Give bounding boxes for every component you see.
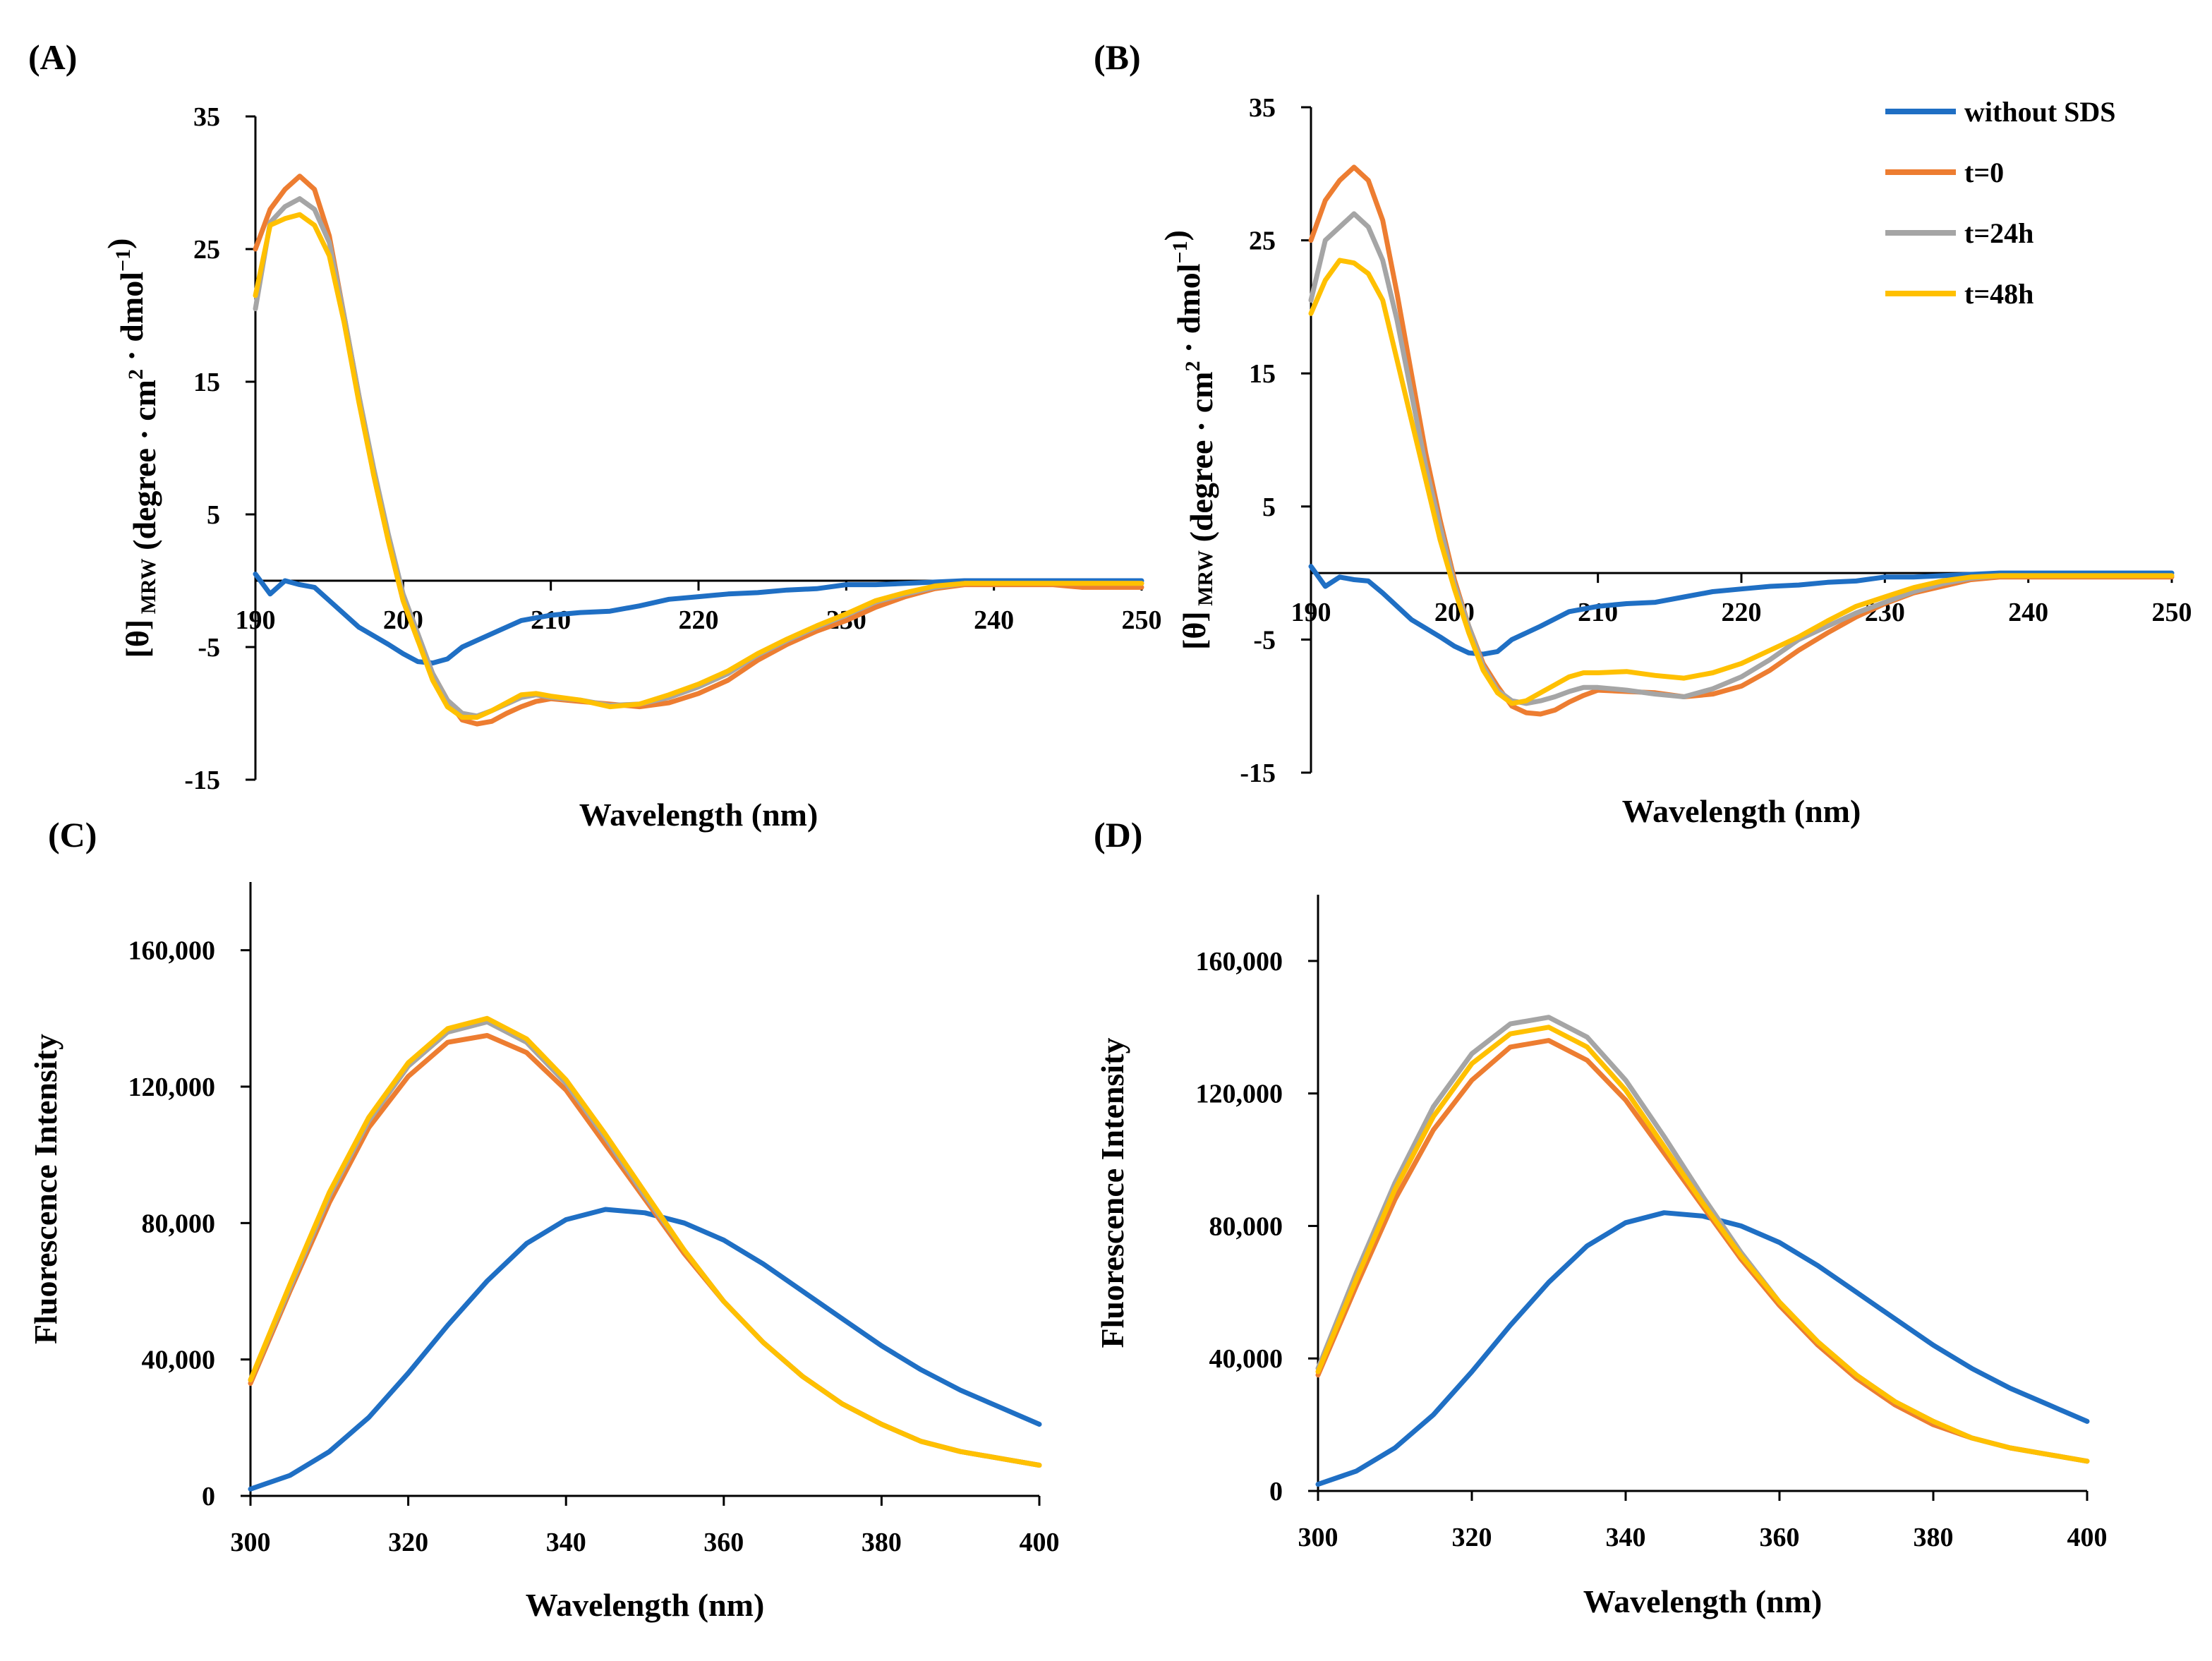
legend-label: without SDS bbox=[1964, 96, 2116, 128]
y-tick-label: 120,000 bbox=[1196, 1080, 1283, 1109]
y-tick-label: 80,000 bbox=[142, 1209, 216, 1238]
panel-label: (B) bbox=[1094, 37, 1141, 77]
y-axis-title: Fluorescence Intensity bbox=[1094, 1038, 1130, 1348]
x-tick-label: 210 bbox=[1578, 598, 1618, 627]
y-tick-label: 120,000 bbox=[128, 1073, 216, 1102]
series-line-without_sds bbox=[1315, 1210, 2090, 1487]
legend-label: t=0 bbox=[1964, 157, 2004, 188]
chart-panel-2: (C) 0 40,000 80,000 120,000 160,000 300 320 340 3… bbox=[28, 815, 1060, 1623]
y-axis-title-part: MRW bbox=[1194, 550, 1217, 611]
series-line-t48 bbox=[248, 1015, 1042, 1468]
y-axis-title-part: [θ] bbox=[119, 620, 155, 658]
x-tick-label: 190 bbox=[1291, 598, 1331, 627]
series-line-t24 bbox=[253, 196, 1144, 719]
y-tick-label: 160,000 bbox=[1196, 947, 1283, 977]
x-tick-label: 320 bbox=[1452, 1523, 1492, 1552]
x-tick-label: 300 bbox=[1298, 1523, 1338, 1552]
legend-label: t=48h bbox=[1964, 278, 2033, 310]
x-tick-label: 240 bbox=[974, 605, 1014, 635]
x-tick-label: 210 bbox=[531, 605, 571, 635]
x-tick-label: 240 bbox=[2008, 598, 2048, 627]
x-tick-label: 190 bbox=[236, 605, 276, 635]
y-axis-title: [θ] MRW (degree · cm2 · dmol−1) bbox=[1158, 230, 1219, 650]
y-tick-label: -15 bbox=[184, 766, 220, 795]
x-tick-label: 360 bbox=[1760, 1523, 1800, 1552]
x-tick-label: 300 bbox=[231, 1528, 271, 1557]
series-line-t48 bbox=[1315, 1025, 2090, 1464]
series-line-t24 bbox=[1315, 1015, 2090, 1464]
chart-panel-3: (D) 0 40,000 80,000 120,000 160,000 300 320 340 3… bbox=[1094, 815, 2108, 1619]
y-axis-title: [θ] MRW (degree · cm2 · dmol−1) bbox=[101, 238, 162, 658]
x-tick-label: 380 bbox=[862, 1528, 902, 1557]
y-tick-label: -5 bbox=[1253, 625, 1276, 655]
y-axis-title-part: [θ] bbox=[1176, 611, 1212, 650]
x-tick-label: 340 bbox=[546, 1528, 586, 1557]
y-tick-label: 35 bbox=[193, 102, 220, 132]
legend-label: t=24h bbox=[1964, 217, 2033, 249]
y-tick-label: -15 bbox=[1240, 759, 1276, 788]
x-tick-label: 250 bbox=[1122, 605, 1162, 635]
series-line-t48 bbox=[1308, 258, 2175, 706]
y-tick-label: 0 bbox=[1269, 1477, 1283, 1506]
x-tick-label: 250 bbox=[2152, 598, 2192, 627]
legend: without SDS t=0 t=24h t=48h bbox=[1885, 96, 2116, 310]
x-axis-title: Wavelength (nm) bbox=[579, 797, 818, 833]
x-tick-label: 380 bbox=[1914, 1523, 1954, 1552]
x-tick-label: 220 bbox=[679, 605, 719, 635]
y-tick-label: -5 bbox=[198, 633, 220, 663]
series-line-t0 bbox=[1308, 164, 2175, 717]
panel-label: (D) bbox=[1094, 815, 1142, 854]
y-tick-label: 80,000 bbox=[1209, 1212, 1283, 1241]
y-tick-label: 15 bbox=[1249, 359, 1276, 389]
y-axis-title-part: ) bbox=[101, 238, 137, 249]
y-tick-label: 15 bbox=[193, 368, 220, 397]
y-tick-label: 25 bbox=[1249, 226, 1276, 256]
y-tick-label: 25 bbox=[193, 235, 220, 265]
y-tick-label: 40,000 bbox=[142, 1346, 216, 1375]
x-tick-label: 340 bbox=[1606, 1523, 1646, 1552]
y-tick-label: 5 bbox=[1262, 493, 1276, 522]
x-axis-title: Wavelength (nm) bbox=[1583, 1583, 1823, 1619]
y-axis-title-part: −1 bbox=[1168, 241, 1192, 263]
y-tick-label: 0 bbox=[202, 1482, 215, 1511]
y-axis-title-part: ) bbox=[1158, 230, 1194, 241]
series-line-t0 bbox=[248, 1033, 1042, 1468]
x-axis-title: Wavelength (nm) bbox=[1622, 793, 1861, 829]
y-tick-label: 35 bbox=[1249, 93, 1276, 123]
y-tick-label: 160,000 bbox=[128, 936, 216, 966]
y-axis-title: Fluorescence Intensity bbox=[28, 1034, 64, 1344]
series-line-without_sds bbox=[1308, 564, 2175, 657]
y-axis-title-part: · dmol bbox=[114, 272, 150, 369]
y-axis-title-part: 2 bbox=[124, 369, 147, 380]
x-axis-title: Wavelength (nm) bbox=[526, 1587, 765, 1623]
y-axis-title-part: (degree · cm bbox=[1183, 372, 1219, 550]
y-axis-title-part: (degree · cm bbox=[126, 380, 162, 558]
x-tick-label: 220 bbox=[1722, 598, 1762, 627]
series-line-without_sds bbox=[248, 1207, 1042, 1492]
panel-label: (A) bbox=[28, 37, 77, 77]
y-axis-title-part: −1 bbox=[111, 249, 135, 272]
series-line-without_sds bbox=[253, 572, 1144, 666]
series-line-t24 bbox=[248, 1019, 1042, 1468]
panel-label: (C) bbox=[48, 815, 97, 854]
x-tick-label: 320 bbox=[388, 1528, 428, 1557]
y-tick-label: 5 bbox=[207, 500, 220, 530]
series-line-t48 bbox=[253, 212, 1144, 720]
y-axis-title-part: · dmol bbox=[1171, 263, 1207, 361]
y-tick-label: 40,000 bbox=[1209, 1344, 1283, 1374]
y-axis-title-part: MRW bbox=[137, 558, 160, 619]
x-tick-label: 360 bbox=[703, 1528, 744, 1557]
series-line-t24 bbox=[1308, 211, 2175, 706]
y-axis-title-part: 2 bbox=[1181, 361, 1204, 372]
x-tick-label: 400 bbox=[2067, 1523, 2108, 1552]
x-tick-label: 400 bbox=[1020, 1528, 1060, 1557]
